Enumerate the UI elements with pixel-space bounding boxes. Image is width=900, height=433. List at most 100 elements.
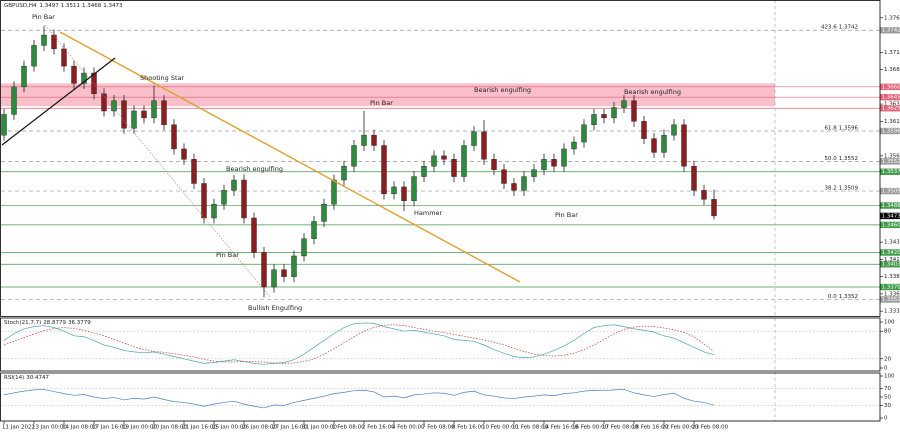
y-tick-label: 1.3560 xyxy=(884,153,900,159)
candle-body xyxy=(281,269,287,277)
x-tick-label: 10 Feb 00:00 xyxy=(482,425,519,431)
fib-label: 38.2 1.3509 xyxy=(825,185,859,191)
pattern-annotation: Pin Bar xyxy=(555,211,578,219)
rsi-header: RSI(14) 30.4747 xyxy=(4,375,49,381)
candle-body xyxy=(41,34,47,46)
pattern-annotation: Pin Bar xyxy=(216,251,239,259)
level-box xyxy=(880,168,900,175)
candle-body xyxy=(581,124,587,143)
candle-body xyxy=(21,65,27,88)
pattern-annotation: Bearish engulfing xyxy=(624,88,681,96)
x-tick-label: 11 Jan 2022 xyxy=(2,425,35,431)
candle-body xyxy=(301,238,307,257)
y-tick-label: 80 xyxy=(884,329,891,335)
y-tick-label: 30 xyxy=(884,403,891,409)
y-tick-label: 1.3435 xyxy=(884,240,900,246)
trend-line xyxy=(59,31,521,283)
candle-body xyxy=(181,148,187,160)
fib-label: 61.8 1.3596 xyxy=(825,125,859,131)
y-tick-label: 1.3410 xyxy=(884,257,900,263)
indicator-line xyxy=(3,322,715,365)
candle-body xyxy=(501,169,507,184)
header: GBPUSD,H4 1.3497 1.3511 1.3468 1.3473 xyxy=(4,3,123,9)
rsi-title: RSI(14) xyxy=(4,375,24,381)
candle-body xyxy=(31,45,37,67)
y-tick-label: 100 xyxy=(884,374,895,380)
candle-body xyxy=(691,166,697,191)
x-tick-label: 18 Feb 16:00 xyxy=(632,425,669,431)
fib-ratio: 0.0 xyxy=(828,293,837,299)
x-tick-label: 13 Jan 00:00 xyxy=(32,425,67,431)
candle-body xyxy=(661,134,667,153)
candle-body xyxy=(481,131,487,160)
fib-ratio: 38.2 xyxy=(825,185,837,191)
candle-body xyxy=(51,34,57,50)
candle-body xyxy=(451,159,457,177)
level-label: 1.3645 xyxy=(882,95,900,101)
front-layer: 1.37601.37101.36851.36351.36101.35601.35… xyxy=(2,13,900,431)
y-tick-label: 1.3760 xyxy=(884,15,900,21)
fib-price: 1.3352 xyxy=(839,293,858,299)
level-box xyxy=(880,83,900,91)
fib-label: 50.0 1.3552 xyxy=(825,155,859,161)
y-tick-label: 1.3710 xyxy=(884,50,900,56)
candle-body xyxy=(191,159,197,184)
candle-body xyxy=(701,190,707,200)
level-label: 1.3742 xyxy=(882,28,900,34)
x-tick-label: 26 Jan 08:00 xyxy=(242,425,277,431)
candle-body xyxy=(121,100,127,129)
x-tick-label: 14 Jan 08:00 xyxy=(62,425,97,431)
level-label: 1.3488 xyxy=(882,203,900,209)
pattern-annotation: Bearish engulfing xyxy=(226,165,283,173)
fib-price: 1.3596 xyxy=(839,125,859,131)
candle-body xyxy=(271,269,277,288)
candle-body xyxy=(461,145,467,177)
candle-body xyxy=(211,203,217,219)
level-label: 1.3460 xyxy=(882,222,900,228)
fib-ratio: 50.0 xyxy=(825,155,838,161)
level-box xyxy=(880,93,900,101)
x-tick-label: 19 Jan 00:00 xyxy=(122,425,157,431)
candle-body xyxy=(641,121,647,139)
level-box xyxy=(880,127,900,135)
x-tick-label: 21 Jan 16:00 xyxy=(182,425,217,431)
y-tick-label: 1.3610 xyxy=(884,119,900,125)
mid-layer xyxy=(1,26,717,409)
candle-body xyxy=(431,155,437,167)
candle-body xyxy=(541,159,547,170)
resistance-zone xyxy=(1,83,775,107)
fib-ratio: 423.6 xyxy=(821,24,837,30)
level-label: 1.3537 xyxy=(882,169,900,175)
candle-body xyxy=(551,159,557,167)
level-box xyxy=(880,202,900,209)
x-tick-label: 4 Feb 00:00 xyxy=(392,425,425,431)
y-tick-label: 50 xyxy=(884,395,891,401)
candle-body xyxy=(601,114,607,119)
trend-line xyxy=(1,57,116,146)
pattern-annotation: Hammer xyxy=(414,209,443,217)
candle-body xyxy=(111,100,117,112)
level-label: 1.3403 xyxy=(882,262,900,268)
y-tick-label: 1.3360 xyxy=(884,291,900,297)
level-box xyxy=(880,261,900,268)
x-tick-label: 2 Feb 16:00 xyxy=(362,425,395,431)
y-tick-label: 20 xyxy=(884,356,891,362)
candle-body xyxy=(251,217,257,253)
candle-body xyxy=(351,145,357,167)
y-tick-label: 0 xyxy=(884,366,888,372)
y-tick-label: 1.3635 xyxy=(884,102,900,108)
stoch-signal-last: 36.3779 xyxy=(68,320,91,326)
level-label: 1.3660 xyxy=(882,84,900,90)
candle-body xyxy=(441,155,447,160)
main-frame xyxy=(0,0,881,317)
pattern-annotation: Shooting Star xyxy=(140,74,185,82)
candle-body xyxy=(631,100,637,122)
level-label: 1.3596 xyxy=(882,129,900,135)
y-tick-label: 1.3385 xyxy=(884,274,900,280)
candle-body xyxy=(371,134,377,146)
indicator-line xyxy=(3,389,715,409)
y-tick-label: 1.3335 xyxy=(884,309,900,315)
candle-body xyxy=(621,100,627,108)
pattern-annotation: Pin Bar xyxy=(32,13,55,21)
